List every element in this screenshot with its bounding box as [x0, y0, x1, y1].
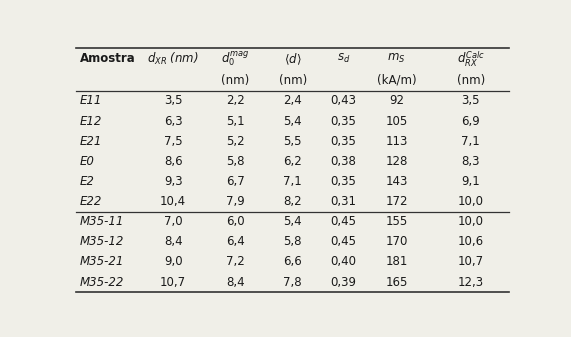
Text: 7,5: 7,5: [164, 135, 183, 148]
Text: 8,3: 8,3: [461, 155, 480, 168]
Text: M35-11: M35-11: [79, 215, 124, 228]
Text: M35-22: M35-22: [79, 276, 124, 288]
Text: 7,1: 7,1: [461, 135, 480, 148]
Text: 5,8: 5,8: [283, 235, 302, 248]
Text: 5,4: 5,4: [283, 215, 302, 228]
Text: 9,3: 9,3: [164, 175, 183, 188]
Text: (nm): (nm): [457, 74, 485, 87]
Text: 155: 155: [385, 215, 408, 228]
Text: 10,0: 10,0: [458, 215, 484, 228]
Text: 0,45: 0,45: [331, 235, 356, 248]
Text: $s_d$: $s_d$: [337, 52, 350, 65]
Text: 10,7: 10,7: [160, 276, 186, 288]
Text: 10,7: 10,7: [458, 255, 484, 269]
Text: 165: 165: [385, 276, 408, 288]
Text: 0,38: 0,38: [331, 155, 356, 168]
Text: 0,45: 0,45: [331, 215, 356, 228]
Text: 6,2: 6,2: [283, 155, 302, 168]
Text: E0: E0: [79, 155, 94, 168]
Text: 6,3: 6,3: [164, 115, 183, 128]
Text: 0,43: 0,43: [331, 94, 356, 108]
Text: 7,0: 7,0: [164, 215, 183, 228]
Text: 9,1: 9,1: [461, 175, 480, 188]
Text: E22: E22: [79, 195, 102, 208]
Text: 5,5: 5,5: [283, 135, 302, 148]
Text: 6,0: 6,0: [226, 215, 244, 228]
Text: 7,9: 7,9: [226, 195, 244, 208]
Text: 0,35: 0,35: [331, 175, 356, 188]
Text: 181: 181: [385, 255, 408, 269]
Text: 5,8: 5,8: [226, 155, 244, 168]
Text: 0,40: 0,40: [331, 255, 356, 269]
Text: 5,2: 5,2: [226, 135, 244, 148]
Text: $m_S$: $m_S$: [388, 52, 406, 65]
Text: 7,2: 7,2: [226, 255, 244, 269]
Text: 170: 170: [385, 235, 408, 248]
Text: $\langle d \rangle$: $\langle d \rangle$: [284, 51, 301, 67]
Text: E12: E12: [79, 115, 102, 128]
Text: 105: 105: [385, 115, 408, 128]
Text: 5,1: 5,1: [226, 115, 244, 128]
Text: Amostra: Amostra: [79, 52, 135, 65]
Text: 128: 128: [385, 155, 408, 168]
Text: 7,1: 7,1: [283, 175, 302, 188]
Text: 12,3: 12,3: [458, 276, 484, 288]
Text: 8,4: 8,4: [226, 276, 244, 288]
Text: 172: 172: [385, 195, 408, 208]
Text: E11: E11: [79, 94, 102, 108]
Text: 143: 143: [385, 175, 408, 188]
Text: E2: E2: [79, 175, 94, 188]
Text: 3,5: 3,5: [461, 94, 480, 108]
Text: 8,4: 8,4: [164, 235, 183, 248]
Text: 3,5: 3,5: [164, 94, 182, 108]
Text: $d_0^{mag}$: $d_0^{mag}$: [221, 50, 250, 68]
Text: 6,4: 6,4: [226, 235, 244, 248]
Text: 8,6: 8,6: [164, 155, 183, 168]
Text: 10,6: 10,6: [458, 235, 484, 248]
Text: 113: 113: [385, 135, 408, 148]
Text: (kA/m): (kA/m): [377, 74, 416, 87]
Text: 7,8: 7,8: [283, 276, 302, 288]
Text: 5,4: 5,4: [283, 115, 302, 128]
Text: E21: E21: [79, 135, 102, 148]
Text: (nm): (nm): [279, 74, 307, 87]
Text: 92: 92: [389, 94, 404, 108]
Text: $d_{XR}$ (nm): $d_{XR}$ (nm): [147, 51, 199, 67]
Text: 6,7: 6,7: [226, 175, 244, 188]
Text: 0,35: 0,35: [331, 115, 356, 128]
Text: 2,2: 2,2: [226, 94, 244, 108]
Text: 0,39: 0,39: [331, 276, 356, 288]
Text: M35-12: M35-12: [79, 235, 124, 248]
Text: 2,4: 2,4: [283, 94, 302, 108]
Text: 0,31: 0,31: [331, 195, 356, 208]
Text: 6,9: 6,9: [461, 115, 480, 128]
Text: 10,0: 10,0: [458, 195, 484, 208]
Text: 9,0: 9,0: [164, 255, 183, 269]
Text: M35-21: M35-21: [79, 255, 124, 269]
Text: 0,35: 0,35: [331, 135, 356, 148]
Text: (nm): (nm): [221, 74, 249, 87]
Text: 8,2: 8,2: [283, 195, 302, 208]
Text: $d_{RX}^{Calc}$: $d_{RX}^{Calc}$: [457, 49, 485, 69]
Text: 6,6: 6,6: [283, 255, 302, 269]
Text: 10,4: 10,4: [160, 195, 186, 208]
